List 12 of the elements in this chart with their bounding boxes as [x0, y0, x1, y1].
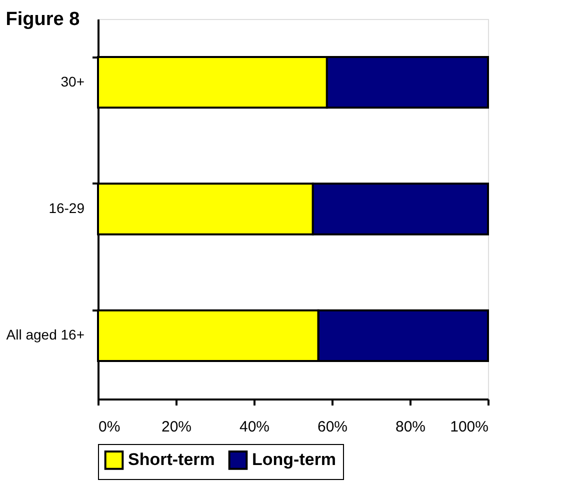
x-tick-label: 0% [98, 418, 120, 436]
x-tick-label: 100% [450, 418, 488, 436]
y-tick-label: All aged 16+ [6, 326, 84, 343]
legend-label: Long-term [252, 450, 336, 470]
x-tick-label: 60% [317, 418, 348, 436]
x-tick-label: 80% [395, 418, 426, 436]
y-tick-label: 30+ [60, 73, 84, 90]
x-tick-label: 20% [161, 418, 192, 436]
chart-title: Figure 8 [6, 9, 80, 30]
x-tick-label: 40% [239, 418, 270, 436]
legend-label: Short-term [128, 450, 215, 470]
y-tick-label: 16-29 [48, 200, 85, 216]
